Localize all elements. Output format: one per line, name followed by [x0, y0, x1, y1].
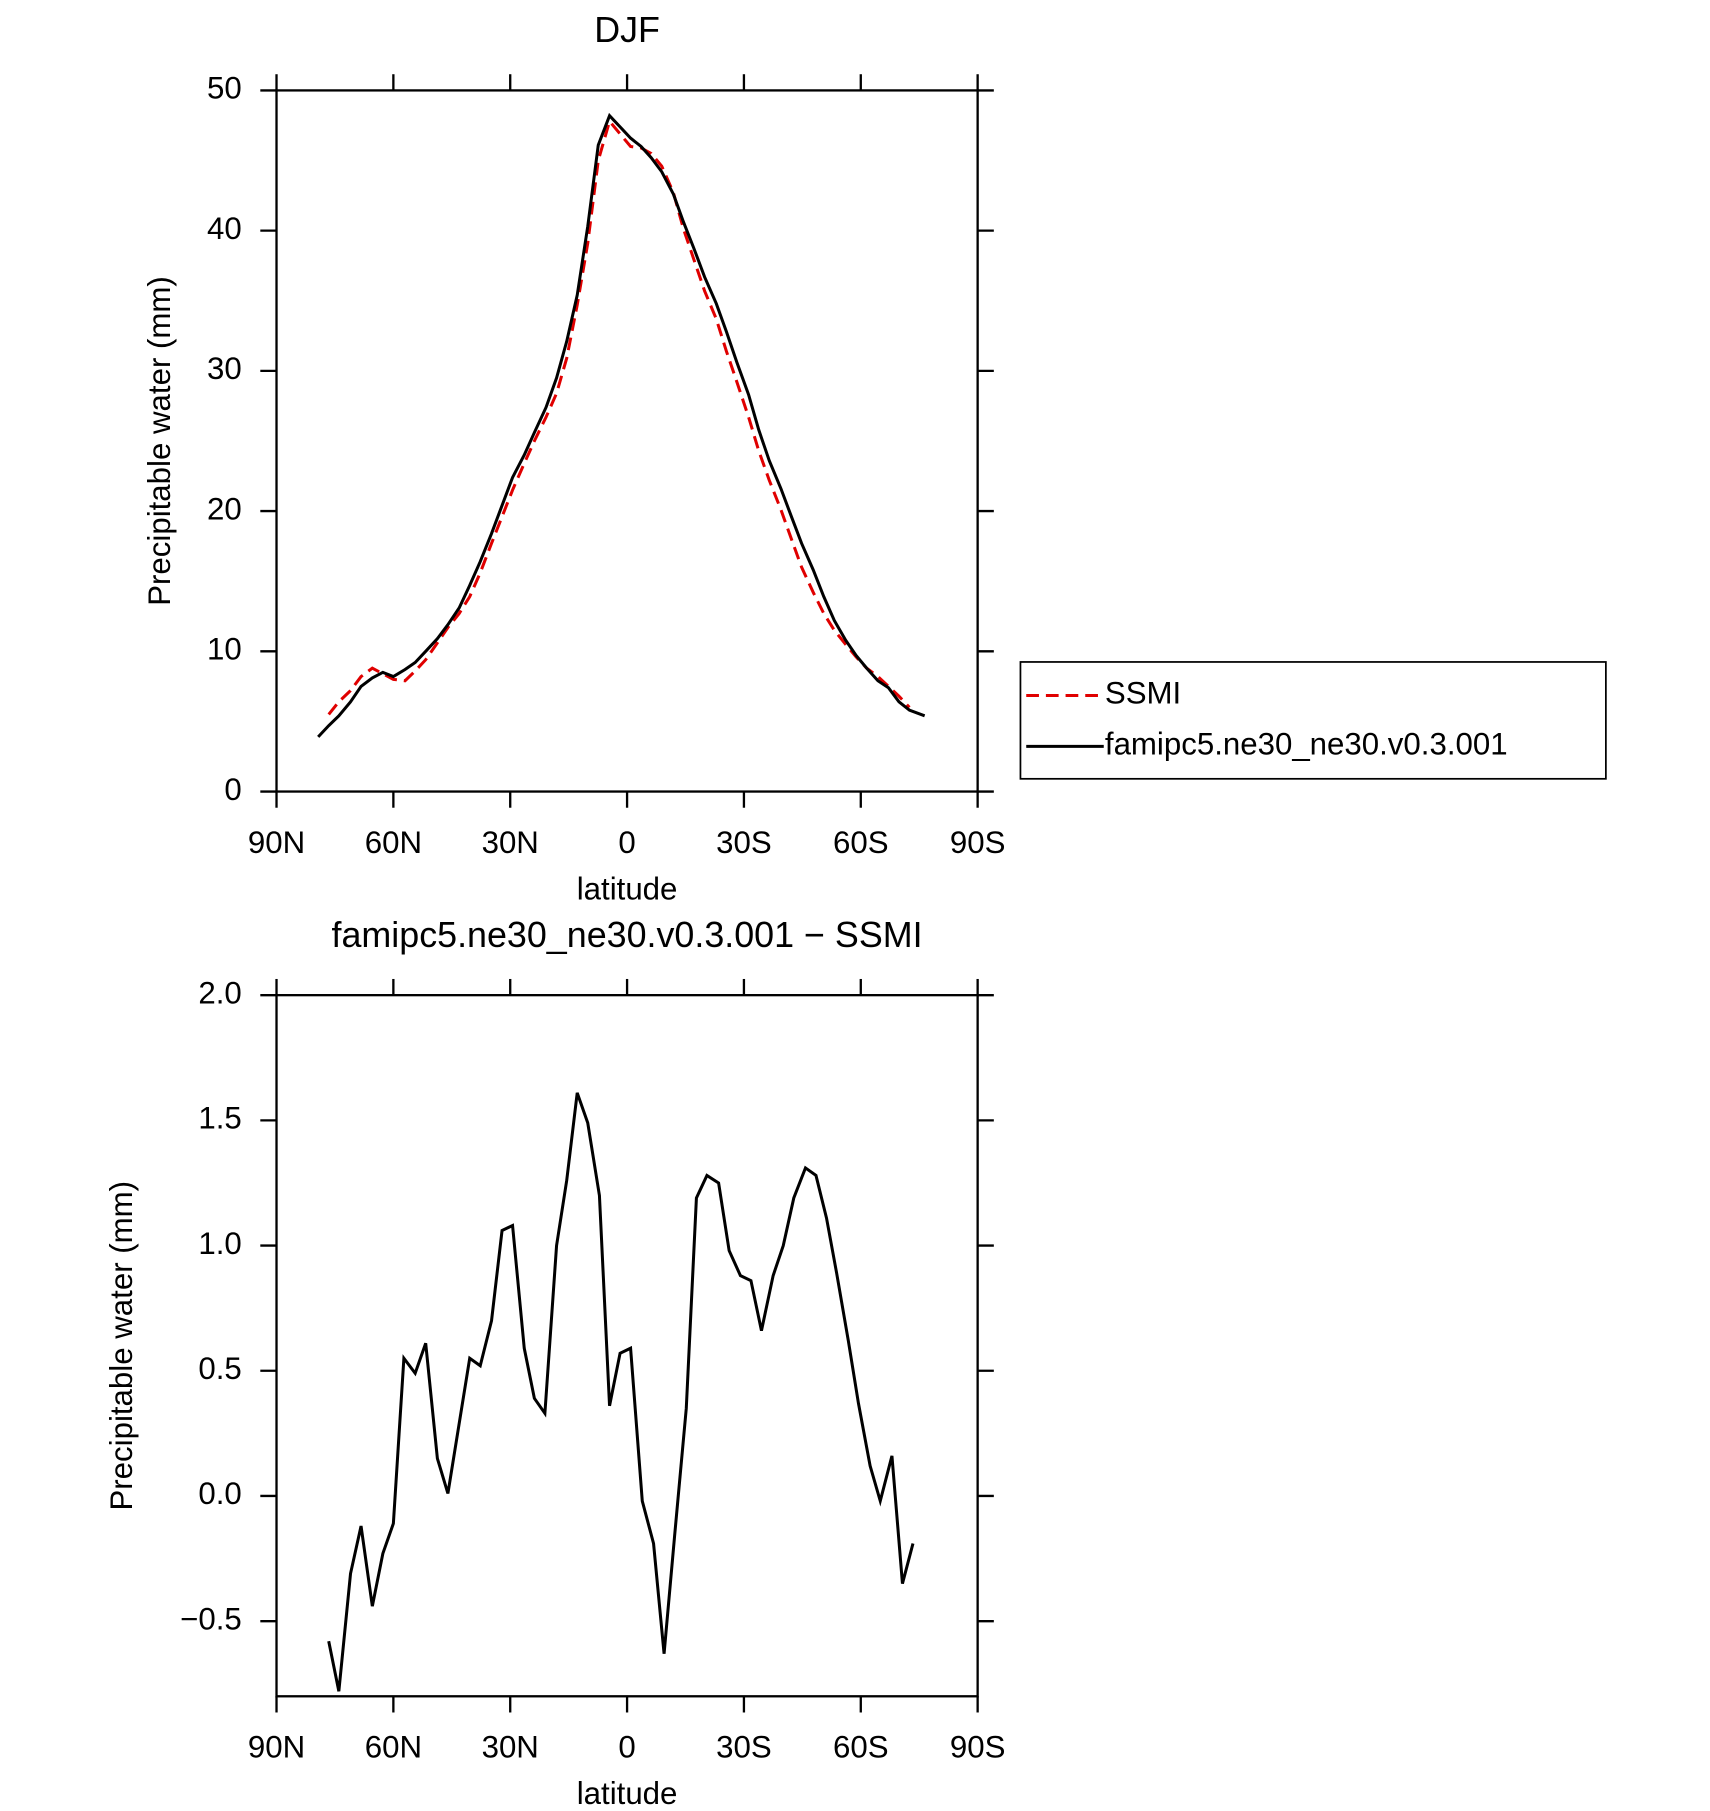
- plot-frame: [275, 994, 979, 1698]
- y-tick-label: 1.0: [198, 1226, 241, 1261]
- x-tick-label: 30S: [716, 825, 772, 860]
- x-tick-label: 60S: [833, 825, 889, 860]
- x-tick-label: 30S: [716, 1730, 772, 1765]
- data-line: [317, 112, 926, 738]
- legend-label: SSMI: [1105, 676, 1181, 711]
- x-axis-label: latitude: [577, 1776, 678, 1811]
- x-tick-label: 60N: [365, 1730, 422, 1765]
- x-tick-label: 90S: [950, 825, 1006, 860]
- y-tick-label: 10: [207, 632, 242, 667]
- y-tick-label: 1.5: [198, 1101, 241, 1136]
- y-tick-label: 50: [207, 71, 242, 106]
- y-axis-label: Precipitable water (mm): [142, 276, 177, 606]
- chart-title: DJF: [594, 10, 660, 50]
- x-tick-label: 0: [618, 825, 635, 860]
- data-line: [327, 118, 911, 716]
- y-tick-label: 0.5: [198, 1351, 241, 1386]
- y-tick-label: 0: [224, 772, 241, 807]
- x-tick-label: 60S: [833, 1730, 889, 1765]
- x-tick-label: 30N: [482, 1730, 539, 1765]
- x-tick-label: 30N: [482, 825, 539, 860]
- y-tick-label: 30: [207, 351, 242, 386]
- y-axis-label: Precipitable water (mm): [104, 1181, 139, 1511]
- chart-title: famipc5.ne30_ne30.v0.3.001 − SSMI: [332, 915, 923, 955]
- legend-box: [1019, 661, 1607, 780]
- x-axis-label: latitude: [577, 871, 678, 906]
- y-tick-label: 40: [207, 211, 242, 246]
- x-tick-label: 90N: [248, 825, 305, 860]
- x-tick-label: 60N: [365, 825, 422, 860]
- y-tick-label: 20: [207, 491, 242, 526]
- x-tick-label: 0: [618, 1730, 635, 1765]
- y-tick-label: 0.0: [198, 1476, 241, 1511]
- x-tick-label: 90N: [248, 1730, 305, 1765]
- data-line: [327, 1092, 915, 1692]
- y-tick-label: 2.0: [198, 975, 241, 1010]
- plot-frame: [275, 89, 979, 793]
- x-tick-label: 90S: [950, 1730, 1006, 1765]
- legend-label: famipc5.ne30_ne30.v0.3.001: [1105, 727, 1508, 762]
- y-tick-label: −0.5: [180, 1601, 242, 1636]
